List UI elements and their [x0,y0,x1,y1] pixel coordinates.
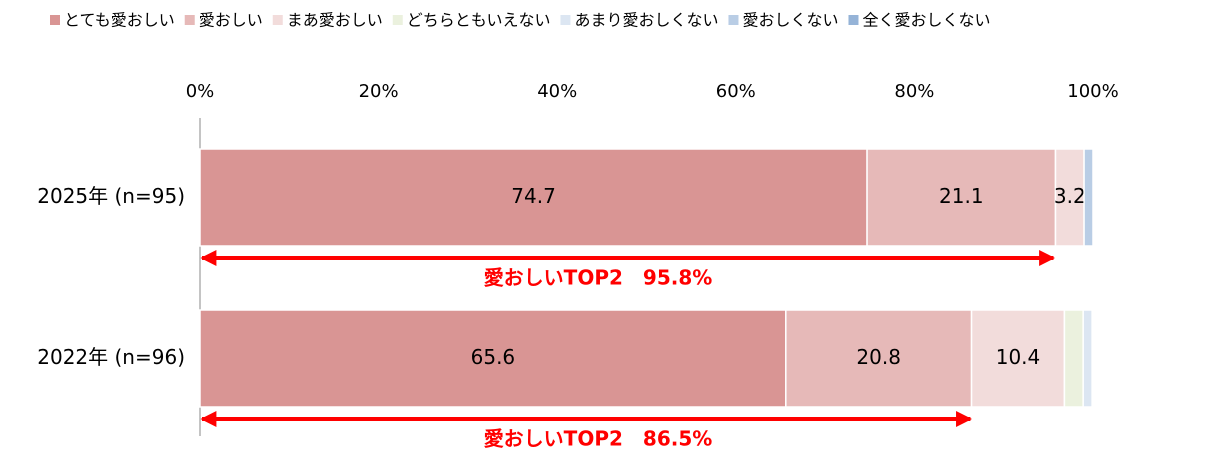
category-label: 2025年 (n=95) [37,184,185,208]
data-label: 10.4 [996,345,1041,369]
data-label: 3.2 [1054,184,1086,208]
legend-label: とても愛おしい [64,11,175,30]
data-label: 74.7 [511,184,556,208]
x-tick-label: 100% [1067,81,1118,102]
legend-swatch [272,15,283,25]
legend-swatch [848,15,859,25]
bar-segment [866,148,1057,247]
x-tick-label: 80% [894,81,934,102]
bar-segment [1054,148,1085,247]
bar-segment [1083,148,1094,247]
legend-label: どちらともいえない [407,11,551,30]
x-tick-label: 0% [186,81,215,102]
bar-segment [199,148,868,247]
legend-label: 全く愛おしくない [862,11,990,30]
annotation-text: 愛おしいTOP2 86.5% [484,427,713,451]
data-label: 65.6 [471,345,516,369]
data-label: 21.1 [939,184,984,208]
x-tick-label: 20% [359,81,399,102]
legend-label: 愛おしい [199,11,263,30]
legend-label: あまり愛おしくない [574,11,718,30]
x-tick-label: 60% [716,81,756,102]
bar-segment [1082,309,1093,408]
data-label: 20.8 [856,345,901,369]
bar-segment [1063,309,1084,408]
legend-swatch [728,15,739,25]
legend-label: 愛おしくない [742,11,838,30]
annotation-text: 愛おしいTOP2 95.8% [484,266,713,290]
x-tick-label: 40% [537,81,577,102]
legend-swatch [184,15,195,25]
legend-swatch [392,15,403,25]
legend-label: まあ愛おしい [287,11,383,30]
category-label: 2022年 (n=96) [37,345,185,369]
bar-segment [970,309,1066,408]
legend-swatch [50,15,60,25]
legend-swatch [560,15,571,25]
